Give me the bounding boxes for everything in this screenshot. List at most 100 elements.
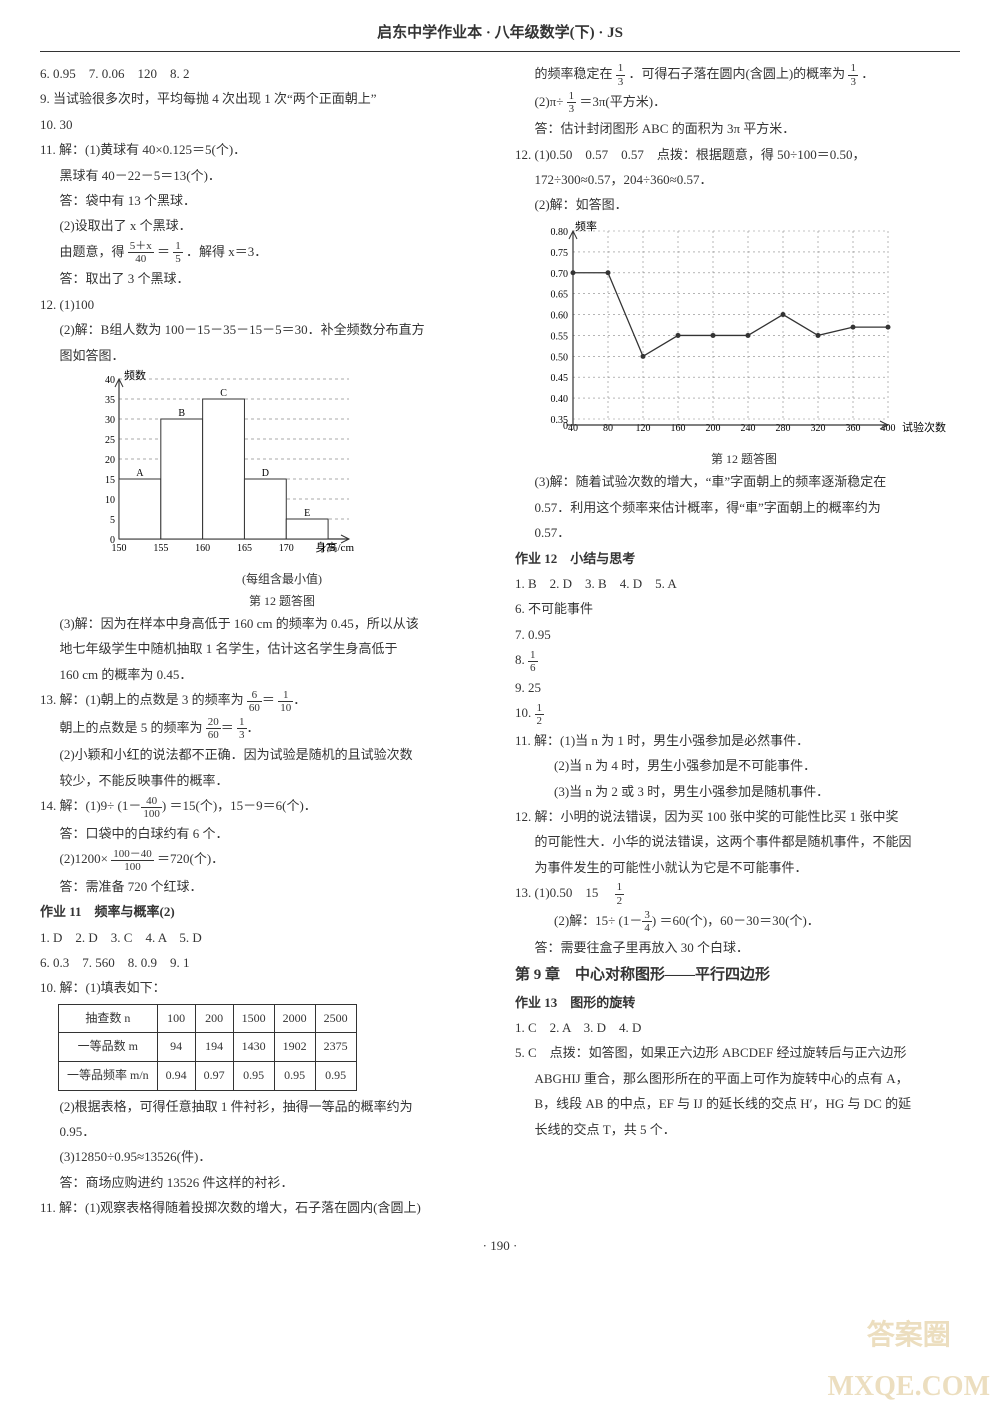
text: 答：需要往盒子里再放入 30 个白球． <box>515 936 960 959</box>
text: B，线段 AB 的中点，EF 与 IJ 的延长线的交点 H′，HG 与 DC 的… <box>515 1092 960 1115</box>
t: ．可得石子落在圆内(含圆上)的概率为 <box>629 66 846 81</box>
text: 10. 12 <box>515 701 960 727</box>
table-cell: 100 <box>157 1004 195 1033</box>
text: (2)解：如答图． <box>515 193 960 216</box>
table-cell: 0.95 <box>274 1062 315 1091</box>
text: 11. 解：(1)当 n 为 1 时，男生小强参加是必然事件． <box>515 729 960 752</box>
fraction: 12 <box>535 702 545 727</box>
text: (3)解：因为在样本中身高低于 160 cm 的频率为 0.45，所以从该 <box>40 612 485 635</box>
text: 12. (1)0.50 0.57 0.57 点拨：根据题意，得 50÷100＝0… <box>515 143 960 166</box>
svg-text:0.45: 0.45 <box>551 373 569 384</box>
fraction: 34 <box>642 909 652 934</box>
text: (2)小颖和小红的说法都不正确．因为试验是随机的且试验次数 <box>40 743 485 766</box>
text: (2)π÷ 13 ＝3π(平方米)． <box>515 90 960 116</box>
text: 6. 0.95 7. 0.06 120 8. 2 <box>40 62 485 85</box>
svg-text:试验次数: 试验次数 <box>902 420 946 434</box>
table-cell: 2375 <box>315 1033 356 1062</box>
table-cell: 0.97 <box>195 1062 233 1091</box>
text: 答：袋中有 13 个黑球． <box>40 189 485 212</box>
text: 13. (1)0.50 15 12 <box>515 881 960 907</box>
t: ＝3π(平方米)． <box>579 94 666 109</box>
fraction: 13 <box>848 62 858 87</box>
t: ． <box>861 66 874 81</box>
svg-text:C: C <box>220 388 227 399</box>
text: 10. 30 <box>40 113 485 136</box>
hist-caption: 第 12 题答图 <box>79 591 485 613</box>
t: 13. 解：(1)朝上的点数是 3 的频率为 <box>40 692 244 707</box>
text: 1. D 2. D 3. C 4. A 5. D <box>40 926 485 949</box>
text: 的频率稳定在 13 ．可得石子落在圆内(含圆上)的概率为 13 ． <box>515 62 960 88</box>
histogram: 0510152025303540ABCDE150155160165170175频… <box>79 369 485 612</box>
fraction: 110 <box>278 689 293 714</box>
fraction: 16 <box>528 649 538 674</box>
text: 答：需准备 720 个红球． <box>40 875 485 898</box>
svg-text:B: B <box>178 408 185 419</box>
line-chart: 0.350.400.450.500.550.600.650.700.750.80… <box>528 219 960 471</box>
page-header: 启东中学作业本 · 八年级数学(下) · JS <box>40 20 960 52</box>
t: (1－ <box>619 913 643 928</box>
svg-text:频率: 频率 <box>575 219 597 233</box>
text: 11. 解：(1)黄球有 40×0.125＝5(个)． <box>40 138 485 161</box>
svg-text:15: 15 <box>105 475 115 486</box>
t: 10. <box>515 705 535 720</box>
section-title: 作业 13 图形的旋转 <box>515 991 960 1014</box>
hist-note: (每组含最小值) <box>79 569 485 591</box>
table-cell: 200 <box>195 1004 233 1033</box>
text: 图如答图． <box>40 344 485 367</box>
text: 13. 解：(1)朝上的点数是 3 的频率为 660＝ 110． <box>40 688 485 714</box>
svg-text:25: 25 <box>105 435 115 446</box>
text: 答：商场应购进约 13526 件这样的衬衫． <box>40 1171 485 1194</box>
fraction: 13 <box>616 62 626 87</box>
svg-text:频数: 频数 <box>124 369 146 382</box>
text: 12. (1)100 <box>40 293 485 316</box>
t: ＝60(个)，60－30＝30(个)． <box>659 913 819 928</box>
text: 5. C 点拨：如答图，如果正六边形 ABCDEF 经过旋转后与正六边形 <box>515 1041 960 1064</box>
svg-text:A: A <box>136 468 144 479</box>
table-cell: 2500 <box>315 1004 356 1033</box>
text: 黑球有 40－22－5＝13(个)． <box>40 164 485 187</box>
t: 的频率稳定在 <box>535 66 613 81</box>
svg-text:0.40: 0.40 <box>551 394 569 405</box>
svg-text:5: 5 <box>110 515 115 526</box>
text: 14. 解：(1)9÷ (1－40100) ＝15(个)，15－9＝6(个)． <box>40 794 485 820</box>
t: ．解得 x＝3． <box>186 244 267 259</box>
text: (2)解：B组人数为 100－15－35－15－5＝30．补全频数分布直方 <box>40 318 485 341</box>
t: (2)解：15÷ <box>554 913 615 928</box>
svg-text:150: 150 <box>112 543 127 554</box>
svg-text:170: 170 <box>279 543 294 554</box>
text: 6. 0.3 7. 560 8. 0.9 9. 1 <box>40 951 485 974</box>
svg-text:0.60: 0.60 <box>551 310 569 321</box>
section-title: 作业 11 频率与概率(2) <box>40 900 485 923</box>
text: 6. 不可能事件 <box>515 597 960 620</box>
table-cell: 1500 <box>233 1004 274 1033</box>
fraction: 13 <box>567 90 577 115</box>
text: 的可能性大．小华的说法错误，这两个事件都是随机事件，不能因 <box>515 830 960 853</box>
text: 答：取出了 3 个黑球． <box>40 267 485 290</box>
quality-table: 抽查数 n100200150020002500一等品数 m94194143019… <box>58 1004 357 1091</box>
t: 14. 解：(1)9÷ <box>40 798 114 813</box>
table-cell: 0.95 <box>315 1062 356 1091</box>
svg-text:155: 155 <box>153 543 168 554</box>
svg-text:0.65: 0.65 <box>551 289 569 300</box>
table-cell: 0.95 <box>233 1062 274 1091</box>
table-cell: 1430 <box>233 1033 274 1062</box>
text: 11. 解：(1)观察表格得随着投掷次数的增大，石子落在圆内(含圆上) <box>40 1196 485 1219</box>
table-cell: 抽查数 n <box>59 1004 158 1033</box>
svg-text:0: 0 <box>563 421 568 432</box>
fraction: 2060 <box>206 716 221 741</box>
text: (3)12850÷0.95≈13526(件)． <box>40 1145 485 1168</box>
svg-text:40: 40 <box>105 375 115 386</box>
svg-text:160: 160 <box>195 543 210 554</box>
svg-text:身高/cm: 身高/cm <box>316 540 355 554</box>
fraction: 13 <box>237 716 247 741</box>
table-cell: 一等品数 m <box>59 1033 158 1062</box>
text: (2)设取出了 x 个黑球． <box>40 214 485 237</box>
svg-text:0.50: 0.50 <box>551 352 569 363</box>
text: 长线的交点 T，共 5 个． <box>515 1118 960 1141</box>
svg-text:165: 165 <box>237 543 252 554</box>
t: ＝ <box>157 244 170 259</box>
table-cell: 94 <box>157 1033 195 1062</box>
t: (1－ <box>118 798 142 813</box>
text: 10. 解：(1)填表如下： <box>40 976 485 999</box>
text: 160 cm 的概率为 0.45． <box>40 663 485 686</box>
